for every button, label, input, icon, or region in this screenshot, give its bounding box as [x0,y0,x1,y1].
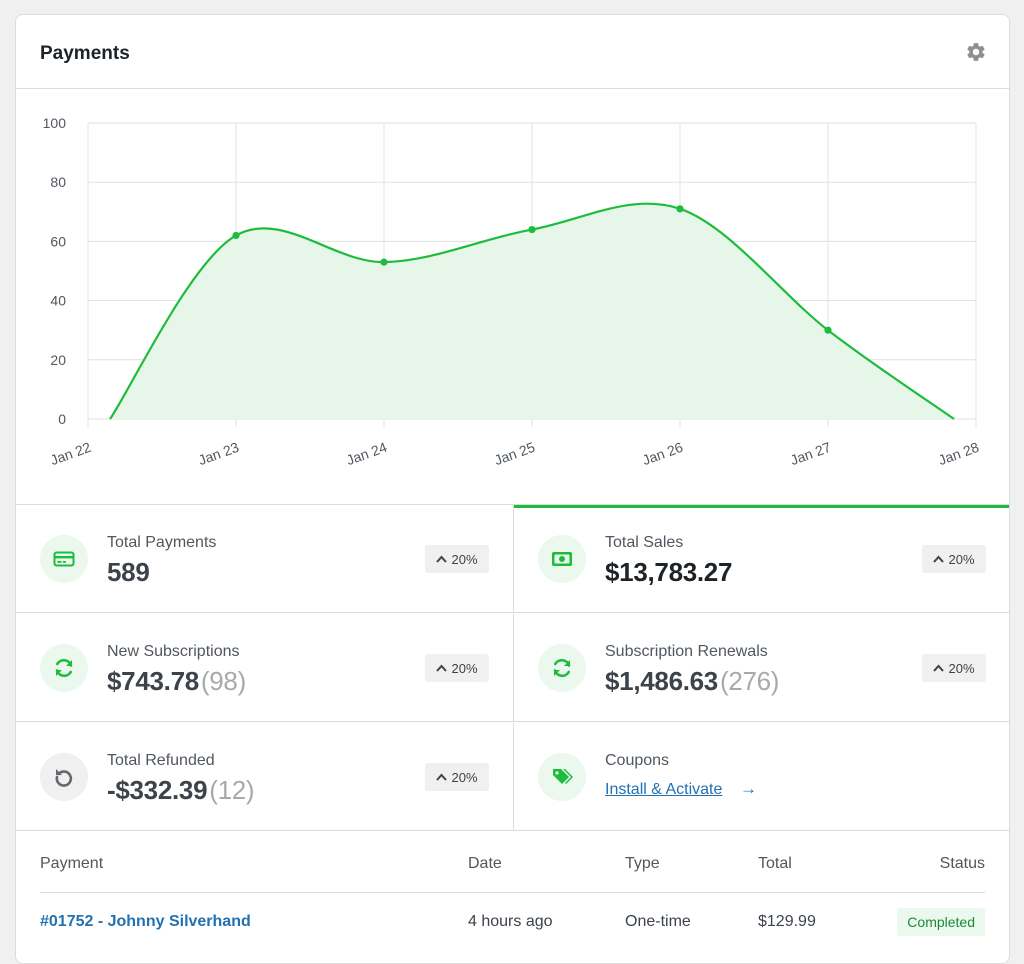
change-value: 20% [948,551,975,567]
data-point [528,225,536,234]
chevron-up-icon [933,664,945,672]
x-tick-label: Jan 28 [936,439,981,468]
chevron-up-icon [436,664,448,672]
stat-label: Total Refunded [107,752,215,769]
tag-icon [538,753,586,801]
change-value: 20% [451,769,478,785]
change-badge: 20% [425,763,489,791]
series-area [110,203,954,419]
x-tick-label: Jan 23 [196,439,241,468]
data-point [824,326,832,334]
payment-total: $129.99 [758,913,816,930]
stat-coupons: Coupons Install & Activate → [513,723,1009,831]
active-indicator [513,505,1009,508]
x-tick-label: Jan 22 [48,439,93,468]
stat-value: $1,486.63(276) [605,666,779,697]
stat-value: -$332.39(12) [107,775,255,806]
payment-link[interactable]: #01752 - Johnny Silverhand [40,913,251,930]
column-header-date: Date [468,855,502,872]
payment-date: 4 hours ago [468,913,553,930]
stat-new-subscriptions[interactable]: New Subscriptions $743.78(98) 20% [16,614,513,722]
y-tick-label: 80 [50,174,66,190]
stat-label: Coupons [605,752,670,769]
card-header: Payments [16,15,1009,89]
y-tick-label: 40 [50,293,66,309]
count: (276) [719,666,780,696]
payments-card: Payments 0 20 40 60 80 100 Jan 22 Jan 23 Jan 24 J… [15,14,1010,964]
chart-svg: 0 20 40 60 80 100 Jan 22 Jan 23 Jan 24 Jan 25 Jan … [43,115,982,468]
refresh-icon [40,644,88,692]
y-tick-label: 0 [58,411,66,427]
payments-chart: 0 20 40 60 80 100 Jan 22 Jan 23 Jan 24 Jan 25 Jan … [16,89,1009,505]
stat-label: New Subscriptions [107,643,240,660]
stat-label: Subscription Renewals [605,643,768,660]
chevron-up-icon [436,773,448,781]
divider [40,892,985,893]
change-badge: 20% [922,545,986,573]
change-badge: 20% [922,654,986,682]
stat-label: Total Sales [605,534,684,551]
status-badge: Completed [897,908,985,936]
payment-type: One-time [625,913,691,930]
page-title: Payments [40,43,130,64]
stat-value: $13,783.27 [605,557,733,587]
y-tick-label: 60 [50,233,66,249]
column-header-type: Type [625,855,660,872]
change-value: 20% [948,660,975,676]
stat-value: 589 [107,557,150,587]
x-tick-label: Jan 24 [344,439,389,468]
refresh-icon [538,644,586,692]
amount: $1,486.63 [605,666,718,696]
money-icon [538,535,586,583]
arrow-right-icon[interactable]: → [740,779,757,798]
change-value: 20% [451,551,478,567]
undo-icon [40,753,88,801]
x-tick-label: Jan 25 [492,439,537,468]
stat-total-sales[interactable]: Total Sales $13,783.27 20% [513,505,1009,613]
stat-value: $743.78(98) [107,666,246,697]
x-tick-label: Jan 26 [640,439,685,468]
y-tick-label: 100 [43,115,67,131]
x-tick-label: Jan 27 [788,439,833,468]
column-header-payment: Payment [40,855,104,872]
stat-label: Total Payments [107,534,217,551]
y-tick-label: 20 [50,352,66,368]
change-value: 20% [451,660,478,676]
data-point [676,205,684,213]
stat-total-refunded[interactable]: Total Refunded -$332.39(12) 20% [16,723,513,831]
column-header-status: Status [939,855,985,872]
gear-icon[interactable] [965,41,987,63]
count: (98) [200,666,246,696]
credit-card-icon [40,535,88,583]
data-point [232,231,240,240]
stat-subscription-renewals[interactable]: Subscription Renewals $1,486.63(276) 20% [513,614,1009,722]
count: (12) [209,775,255,805]
install-activate-link[interactable]: Install & Activate [605,781,723,798]
change-badge: 20% [425,545,489,573]
change-badge: 20% [425,654,489,682]
data-point [380,258,388,266]
amount: $743.78 [107,666,199,696]
amount: -$332.39 [107,775,208,805]
chevron-up-icon [436,555,448,563]
column-header-total: Total [758,855,792,872]
chevron-up-icon [933,555,945,563]
stat-total-payments[interactable]: Total Payments 589 20% [16,505,513,613]
